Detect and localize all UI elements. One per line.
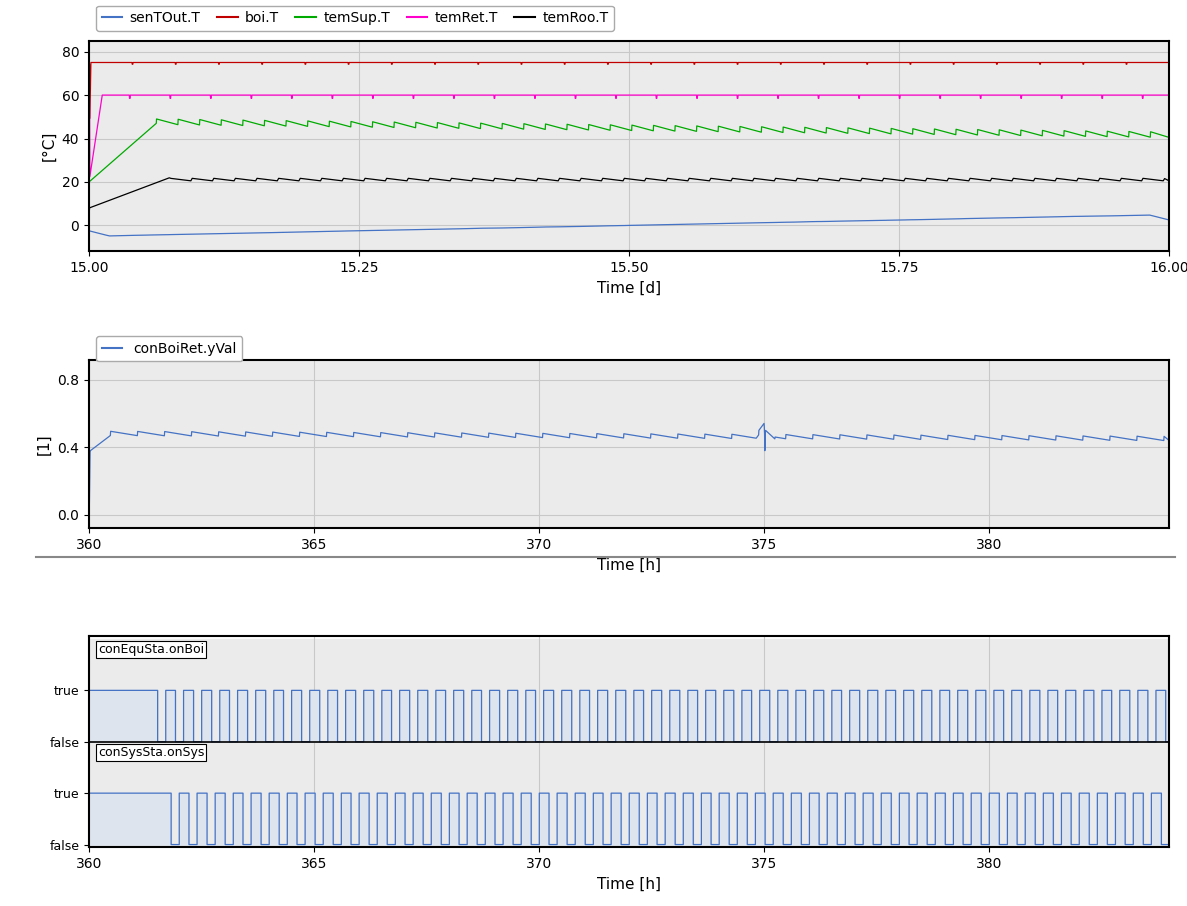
boi.T [84,57,99,68]
boi.T [868,57,882,68]
temRoo.T [163,172,177,183]
senTOut.T [867,215,881,226]
temRet.T [83,171,97,182]
Legend: conBoiRet.yVal: conBoiRet.yVal [96,336,242,361]
temRoo.T [596,173,610,184]
Text: conSysSta.onSys: conSysSta.onSys [99,746,204,759]
X-axis label: Time [h]: Time [h] [597,557,661,573]
temRet.T [868,90,882,101]
temRoo.T [1162,193,1176,204]
temRet.T [1129,90,1143,101]
temRoo.T [1129,175,1143,186]
boi.T [537,57,551,68]
senTOut.T [102,230,116,241]
temRoo.T [867,174,881,185]
Y-axis label: [1]: [1] [37,433,52,455]
senTOut.T [537,222,551,233]
senTOut.T [545,221,559,232]
temSup.T [867,124,881,135]
Bar [89,639,1169,742]
boi.T [83,113,97,124]
temSup.T [596,123,610,134]
temRet.T [82,93,96,104]
Text: conEquSta.onBoi: conEquSta.onBoi [99,643,204,656]
temRet.T [1075,90,1090,101]
X-axis label: Time [h]: Time [h] [597,876,661,892]
senTOut.T [1075,211,1090,222]
temSup.T [537,123,551,134]
temRoo.T [545,175,559,186]
senTOut.T [82,226,96,236]
boi.T [596,57,610,68]
temRet.T [537,90,551,101]
temRet.T [95,90,109,101]
Line: senTOut.T: senTOut.T [89,215,1169,236]
temSup.T [150,113,164,124]
temSup.T [1075,130,1090,141]
senTOut.T [1142,209,1156,220]
temSup.T [1162,132,1176,143]
boi.T [545,57,559,68]
temRet.T [545,90,559,101]
Line: temRet.T: temRet.T [89,95,1169,177]
Bar [89,742,1169,844]
temSup.T [545,120,559,131]
X-axis label: Time [d]: Time [d] [597,281,661,295]
Legend: senTOut.T, boi.T, temSup.T, temRet.T, temRoo.T: senTOut.T, boi.T, temSup.T, temRet.T, te… [96,5,614,31]
temRet.T [1162,90,1176,101]
temRet.T [596,90,610,101]
boi.T [1129,57,1143,68]
temSup.T [1129,128,1143,139]
boi.T [1162,57,1176,68]
Y-axis label: [°C]: [°C] [42,131,56,161]
Line: temRoo.T: temRoo.T [89,178,1169,215]
boi.T [82,59,96,70]
temSup.T [82,177,96,188]
temRoo.T [1075,173,1090,184]
senTOut.T [1162,215,1176,226]
temRoo.T [82,209,96,220]
Line: boi.T: boi.T [89,63,1169,119]
senTOut.T [596,220,610,231]
Line: temSup.T: temSup.T [89,119,1169,182]
boi.T [1075,57,1090,68]
temRoo.T [537,174,551,185]
senTOut.T [1129,210,1143,221]
